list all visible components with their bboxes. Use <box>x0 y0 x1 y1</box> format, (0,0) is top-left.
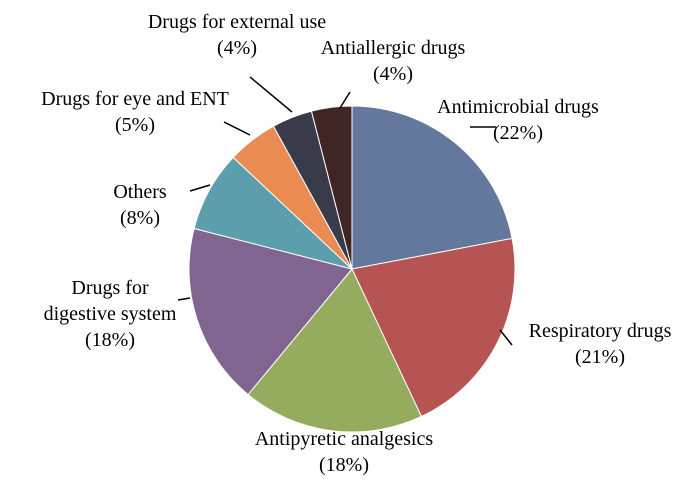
slice-label-percent-2: (18%) <box>319 454 369 476</box>
pie-slice-2 <box>247 268 423 433</box>
slice-label-name-3-0: Drugs for <box>71 277 149 299</box>
pie-slice-3 <box>188 227 353 396</box>
slice-label-4: Others (8%) <box>113 181 167 229</box>
leader-lines <box>177 76 513 346</box>
slice-label-percent-1: (21%) <box>575 346 625 368</box>
pie-slice-0 <box>351 105 513 270</box>
slice-label-3: Drugs for digestive system (18%) <box>44 277 177 351</box>
pie-slices <box>188 105 516 433</box>
leader-line-3 <box>177 297 191 301</box>
leader-line-4 <box>189 184 211 192</box>
slice-label-2: Antipyretic analgesics (18%) <box>255 428 433 476</box>
slice-label-name-7-0: Antiallergic drugs <box>321 37 466 59</box>
slice-label-name-2-0: Antipyretic analgesics <box>255 428 433 450</box>
slice-label-percent-6: (4%) <box>217 37 257 59</box>
pie-slice-1 <box>351 237 516 418</box>
pie-slice-7 <box>310 105 353 270</box>
slice-label-percent-4: (8%) <box>120 207 160 229</box>
leader-line-6 <box>249 76 293 113</box>
slice-label-6: Drugs for external use (4%) <box>148 11 326 59</box>
slice-label-percent-0: (22%) <box>493 122 543 144</box>
slice-label-1: Respiratory drugs (21%) <box>529 320 672 368</box>
leader-line-7 <box>339 91 351 109</box>
leader-line-1 <box>499 329 513 346</box>
slice-label-name-1-0: Respiratory drugs <box>529 320 672 342</box>
slice-label-percent-5: (5%) <box>115 114 155 136</box>
leader-line-5 <box>223 121 251 136</box>
slice-label-percent-3: (18%) <box>85 329 135 351</box>
slice-label-name-0-0: Antimicrobial drugs <box>437 96 599 118</box>
slice-label-name-4-0: Others <box>113 181 167 203</box>
slice-label-7: Antiallergic drugs (4%) <box>321 37 466 85</box>
slice-label-name-6-0: Drugs for external use <box>148 11 326 33</box>
slice-label-0: Antimicrobial drugs (22%) <box>437 96 599 144</box>
slice-label-5: Drugs for eye and ENT (5%) <box>41 88 229 136</box>
slice-label-name-5-0: Drugs for eye and ENT <box>41 88 229 110</box>
slice-label-percent-7: (4%) <box>373 63 413 85</box>
slice-label-name-3-1: digestive system <box>44 303 177 325</box>
slice-labels: Antimicrobial drugs (22%) Respiratory drug… <box>41 11 671 476</box>
